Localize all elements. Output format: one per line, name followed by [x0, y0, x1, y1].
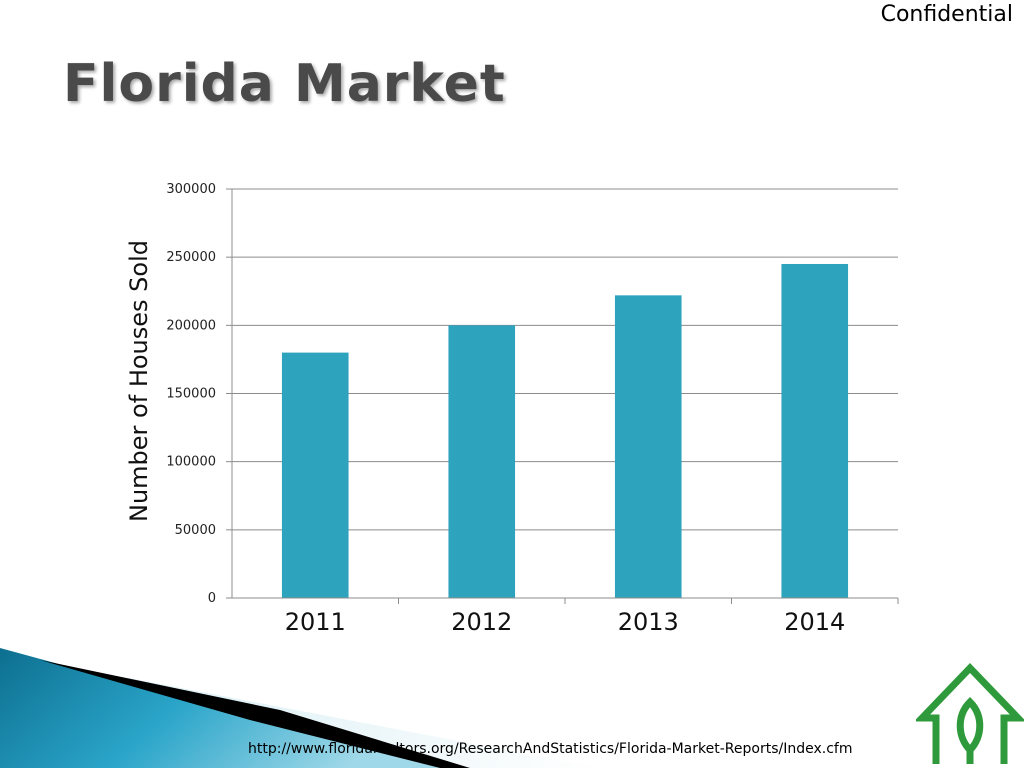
x-tick-label: 2012 — [451, 608, 512, 636]
bar-2013 — [614, 295, 682, 598]
chart-x-tick-labels: 2011 2012 2013 2014 — [285, 608, 846, 636]
y-axis-label: Number of Houses Sold — [125, 240, 153, 522]
chart-bars — [281, 263, 849, 598]
chart-y-tick-labels: 0 50000 100000 150000 200000 250000 300000 — [166, 182, 216, 606]
y-tick-label: 50000 — [175, 523, 216, 538]
confidential-label: Confidential — [880, 2, 1013, 27]
page-title: Florida Market — [63, 54, 506, 114]
y-tick-label: 0 — [208, 591, 216, 606]
bar-2014 — [781, 263, 849, 598]
y-tick-label: 200000 — [166, 318, 216, 333]
x-tick-label: 2013 — [618, 608, 679, 636]
bar-2011 — [281, 352, 349, 598]
chart-axes — [226, 188, 899, 604]
bar-2012 — [448, 325, 516, 598]
y-tick-label: 150000 — [166, 387, 216, 402]
x-tick-label: 2011 — [285, 608, 346, 636]
green-house-leaf-logo-icon — [916, 662, 1024, 764]
y-tick-label: 100000 — [166, 455, 216, 470]
source-link[interactable]: http://www.floridarealtors.org/ResearchA… — [248, 741, 853, 757]
x-tick-label: 2014 — [784, 608, 845, 636]
y-tick-label: 300000 — [166, 182, 216, 197]
y-tick-label: 250000 — [166, 250, 216, 265]
